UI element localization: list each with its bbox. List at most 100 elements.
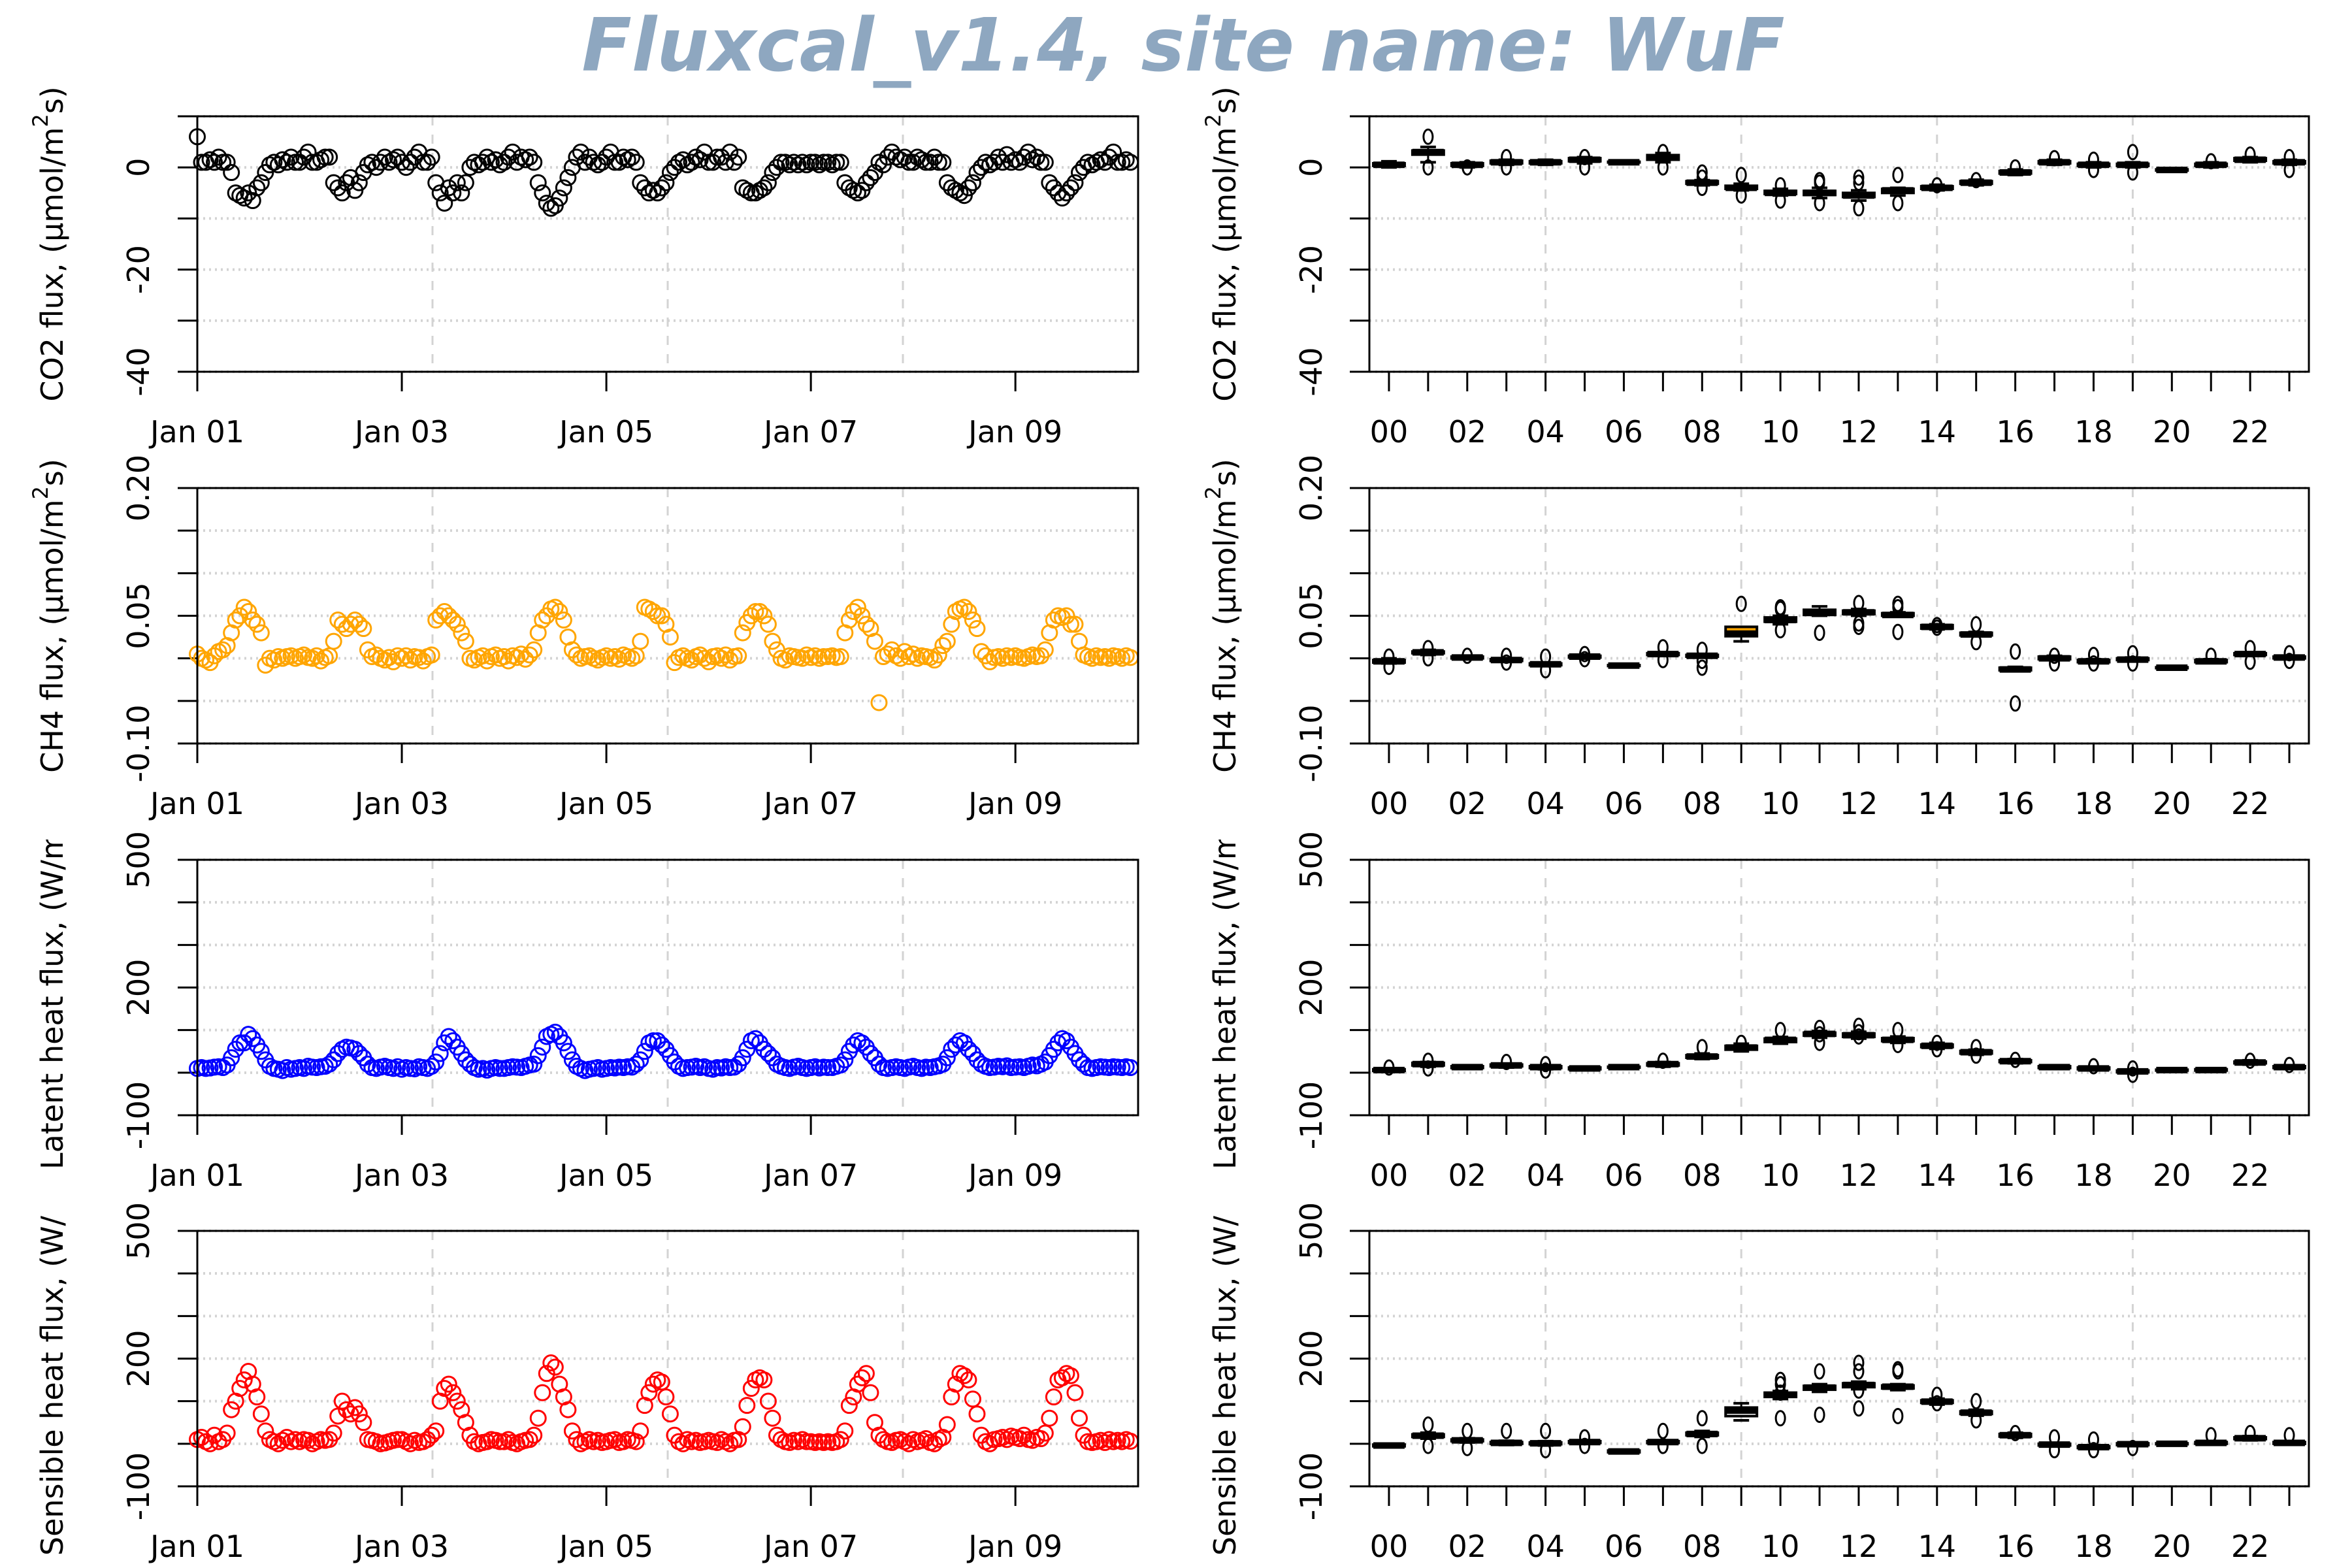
data-point [742,1380,760,1397]
outlier-point [2205,153,2217,170]
outlier-point [1853,595,1865,612]
outlier-point [1696,179,1708,196]
data-point [968,1405,986,1423]
outlier-point [2205,647,2217,664]
y-axis-label-text: CO2 flux, (µmol/m [1207,127,1243,402]
x-tick-label: 14 [1918,1158,1957,1193]
box-hour-08 [1685,1410,1720,1454]
x-tick-label: 02 [1448,1158,1487,1193]
data-point [938,1416,956,1433]
data-point [981,653,999,670]
outlier-point [1814,1363,1825,1380]
x-tick-label: 00 [1370,1529,1409,1564]
data-point [938,632,956,650]
data-point [235,1034,253,1052]
x-tick-label: 00 [1370,786,1409,821]
data-point [444,1384,462,1401]
data-point [1071,1409,1088,1427]
outlier-point [1540,1442,1552,1459]
data-point [500,1431,517,1448]
data-point [252,174,270,191]
data-point [252,1405,270,1423]
y-axis-label-superscript: 2 [28,486,53,499]
data-point [1045,1388,1062,1406]
y-axis-label-superscript: 2 [1201,114,1226,127]
x-tick-label: 16 [1996,786,2034,821]
data-point [653,1036,670,1054]
outlier-point [2087,161,2099,178]
data-point [448,1392,466,1410]
outlier-point [2244,146,2256,163]
box-hour-11 [1803,172,1837,212]
outlier-point [1892,598,1904,615]
data-point [193,154,210,171]
data-point [495,154,513,171]
outlier-point [1735,1034,1747,1051]
y-axis-label-text: Sensible heat flux, (W/m [35,1186,70,1556]
x-tick-label: 22 [2231,1529,2270,1564]
x-tick-label: 06 [1605,414,1643,449]
box-hour-17 [2037,1429,2072,1459]
outlier-point [1696,169,1708,186]
x-tick-label: 14 [1918,786,1957,821]
box-hour-05 [1567,645,1602,668]
data-point [1028,148,1045,166]
plot-frame [1368,115,2310,373]
data-point [333,184,351,202]
y-tick-label: 0.05 [1294,582,1329,649]
data-point [444,184,462,202]
data-point [759,615,777,633]
y-axis-label-superscript: 2 [1201,817,1226,830]
outlier-point [1814,1407,1825,1424]
data-point [904,154,922,171]
data-point [235,189,253,207]
x-tick-label: 18 [2074,414,2113,449]
data-point [938,1049,956,1067]
data-point [248,615,266,633]
data-point [248,1388,266,1406]
box-hour-01 [1411,1416,1445,1454]
data-point [1036,154,1054,171]
panel-co2-timeseries: 0 -20 -40 CO2 flux, (µmol/m2s) Jan 01 Jan 03 J… [28,86,1139,449]
data-point [414,652,432,670]
data-point [308,647,325,664]
data-point [568,646,585,664]
outlier-point [2283,161,2295,178]
box-hour-16 [1998,1051,2033,1068]
data-point [832,1431,849,1448]
data-point [661,629,679,646]
outlier-point [1422,1053,1434,1070]
data-point [930,646,947,664]
y-axis-label-superscript: 2 [1201,1173,1226,1186]
data-point [440,607,457,625]
x-tick-label: Jan 07 [762,1158,858,1193]
data-point [367,646,385,664]
y-axis-label-text: CO2 flux, (µmol/m [35,127,70,402]
outlier-point [1422,640,1434,657]
y-tick-label: 500 [121,831,156,889]
data-point [704,154,722,171]
outlier-point [1735,595,1747,612]
box-hour-12 [1841,169,1876,217]
outlier-point [2244,1425,2256,1442]
x-tick-label: Jan 01 [148,1529,244,1564]
outlier-point [1462,159,1473,176]
data-point [359,1055,376,1073]
outlier-point [2010,695,2021,712]
data-point [721,143,739,161]
box-hour-13 [1880,167,1915,212]
data-point [1109,154,1126,171]
data-point [593,154,611,171]
data-point [930,154,947,171]
outlier-point [1892,167,1904,184]
data-point [636,1043,653,1060]
data-point [832,154,849,171]
panel-ch4-diurnal: 0.20 0.05 -0.10 CH4 flux, (µmol/m2s) 00 02 04 0… [1201,455,2310,821]
data-point [661,164,679,182]
data-point [862,169,879,186]
data-point [853,607,871,625]
x-tick-label: 02 [1448,786,1487,821]
data-point [299,1431,317,1449]
outlier-point [1462,1439,1473,1456]
